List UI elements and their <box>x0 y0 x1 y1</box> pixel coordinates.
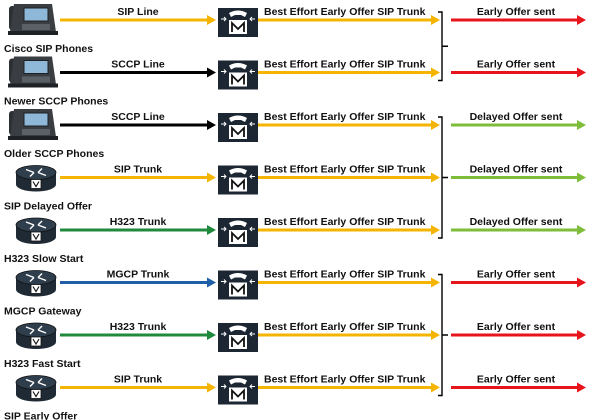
trunk-line <box>258 330 440 340</box>
flow-row: SIP Early Offer SIP Trunk Best Effort Earl… <box>4 374 586 420</box>
outcome-label: Delayed Offer sent <box>470 111 563 123</box>
call-manager-icon <box>218 60 258 90</box>
call-manager-icon <box>218 113 258 142</box>
ip-phone-icon <box>8 4 58 35</box>
flow-row: SIP Delayed Offer SIP Trunk Best Effort Ea… <box>4 164 586 213</box>
router-icon <box>15 375 57 402</box>
flow-row: H323 Slow Start H323 Trunk Best Effort Ear… <box>4 216 586 265</box>
device-label: H323 Fast Start <box>4 358 81 370</box>
trunk-label: Best Effort Early Offer SIP Trunk <box>264 216 426 228</box>
link-arrow <box>60 67 216 78</box>
outcome-arrow <box>451 120 586 130</box>
trunk-line <box>258 67 440 78</box>
link-label: SCCP Line <box>111 59 165 71</box>
trunk-line <box>258 225 440 235</box>
device-label: Older SCCP Phones <box>4 148 104 160</box>
call-manager-icon <box>218 375 258 405</box>
router-icon <box>15 270 57 297</box>
trunk-label: Best Effort Early Offer SIP Trunk <box>264 269 426 281</box>
group-bracket <box>438 116 448 239</box>
link-arrow <box>60 120 216 130</box>
outcome-arrow <box>451 330 586 340</box>
link-label: H323 Trunk <box>110 321 167 333</box>
trunk-label: Best Effort Early Offer SIP Trunk <box>264 6 426 18</box>
device-label: H323 Slow Start <box>4 253 84 265</box>
outcome-label: Early Offer sent <box>477 269 556 281</box>
link-label: SCCP Line <box>111 111 165 123</box>
trunk-line <box>258 277 440 288</box>
outcome-label: Early Offer sent <box>477 6 556 18</box>
flow-row: MGCP Gateway MGCP Trunk Best Effort Early … <box>4 269 586 318</box>
router-icon <box>15 217 57 244</box>
ip-phone-icon <box>8 56 58 88</box>
flow-row: Older SCCP Phones SCCP Line Best Effort Ea… <box>4 109 586 160</box>
router-icon <box>15 165 57 192</box>
device-label: MGCP Gateway <box>4 306 82 318</box>
ip-phone-icon <box>8 109 58 140</box>
device-label: SIP Delayed Offer <box>4 201 92 213</box>
link-label: SIP Line <box>117 6 158 18</box>
router-icon <box>15 322 57 349</box>
link-label: H323 Trunk <box>110 216 167 228</box>
call-manager-icon <box>218 8 258 37</box>
link-arrow <box>60 15 216 25</box>
outcome-arrow <box>451 277 586 288</box>
link-label: MGCP Trunk <box>107 269 170 281</box>
outcome-label: Early Offer sent <box>477 374 556 386</box>
call-manager-icon <box>218 323 258 352</box>
flow-row: Cisco SIP Phones SIP Line Best Effort Earl… <box>4 4 586 55</box>
device-label: SIP Early Offer <box>4 411 77 420</box>
outcome-arrow <box>451 382 586 393</box>
trunk-line <box>258 15 440 25</box>
link-arrow <box>60 382 216 393</box>
trunk-line <box>258 172 440 183</box>
call-manager-icon <box>218 270 258 300</box>
device-label: Newer SCCP Phones <box>4 96 108 108</box>
outcome-arrow <box>451 15 586 25</box>
outcome-arrow <box>451 67 586 78</box>
device-label: Cisco SIP Phones <box>4 43 93 55</box>
trunk-line <box>258 382 440 393</box>
outcome-arrow <box>451 225 586 235</box>
link-label: SIP Trunk <box>114 164 162 176</box>
trunk-label: Best Effort Early Offer SIP Trunk <box>264 111 426 123</box>
trunk-label: Best Effort Early Offer SIP Trunk <box>264 374 426 386</box>
flow-row: Newer SCCP Phones SCCP Line Best Effort Ea… <box>4 56 586 108</box>
trunk-label: Best Effort Early Offer SIP Trunk <box>264 164 426 176</box>
link-arrow <box>60 225 216 235</box>
trunk-line <box>258 120 440 130</box>
outcome-label: Delayed Offer sent <box>470 164 563 176</box>
outcome-arrow <box>451 172 586 183</box>
group-bracket <box>438 273 448 397</box>
link-arrow <box>60 330 216 340</box>
group-bracket <box>438 11 448 82</box>
trunk-label: Best Effort Early Offer SIP Trunk <box>264 59 426 71</box>
flow-row: H323 Fast Start H323 Trunk Best Effort Ear… <box>4 321 586 370</box>
outcome-label: Early Offer sent <box>477 59 556 71</box>
trunk-label: Best Effort Early Offer SIP Trunk <box>264 321 426 333</box>
outcome-label: Delayed Offer sent <box>470 216 563 228</box>
link-arrow <box>60 172 216 183</box>
link-arrow <box>60 277 216 288</box>
call-manager-icon <box>218 165 258 195</box>
link-label: SIP Trunk <box>114 374 162 386</box>
outcome-label: Early Offer sent <box>477 321 556 333</box>
call-manager-icon <box>218 218 258 247</box>
